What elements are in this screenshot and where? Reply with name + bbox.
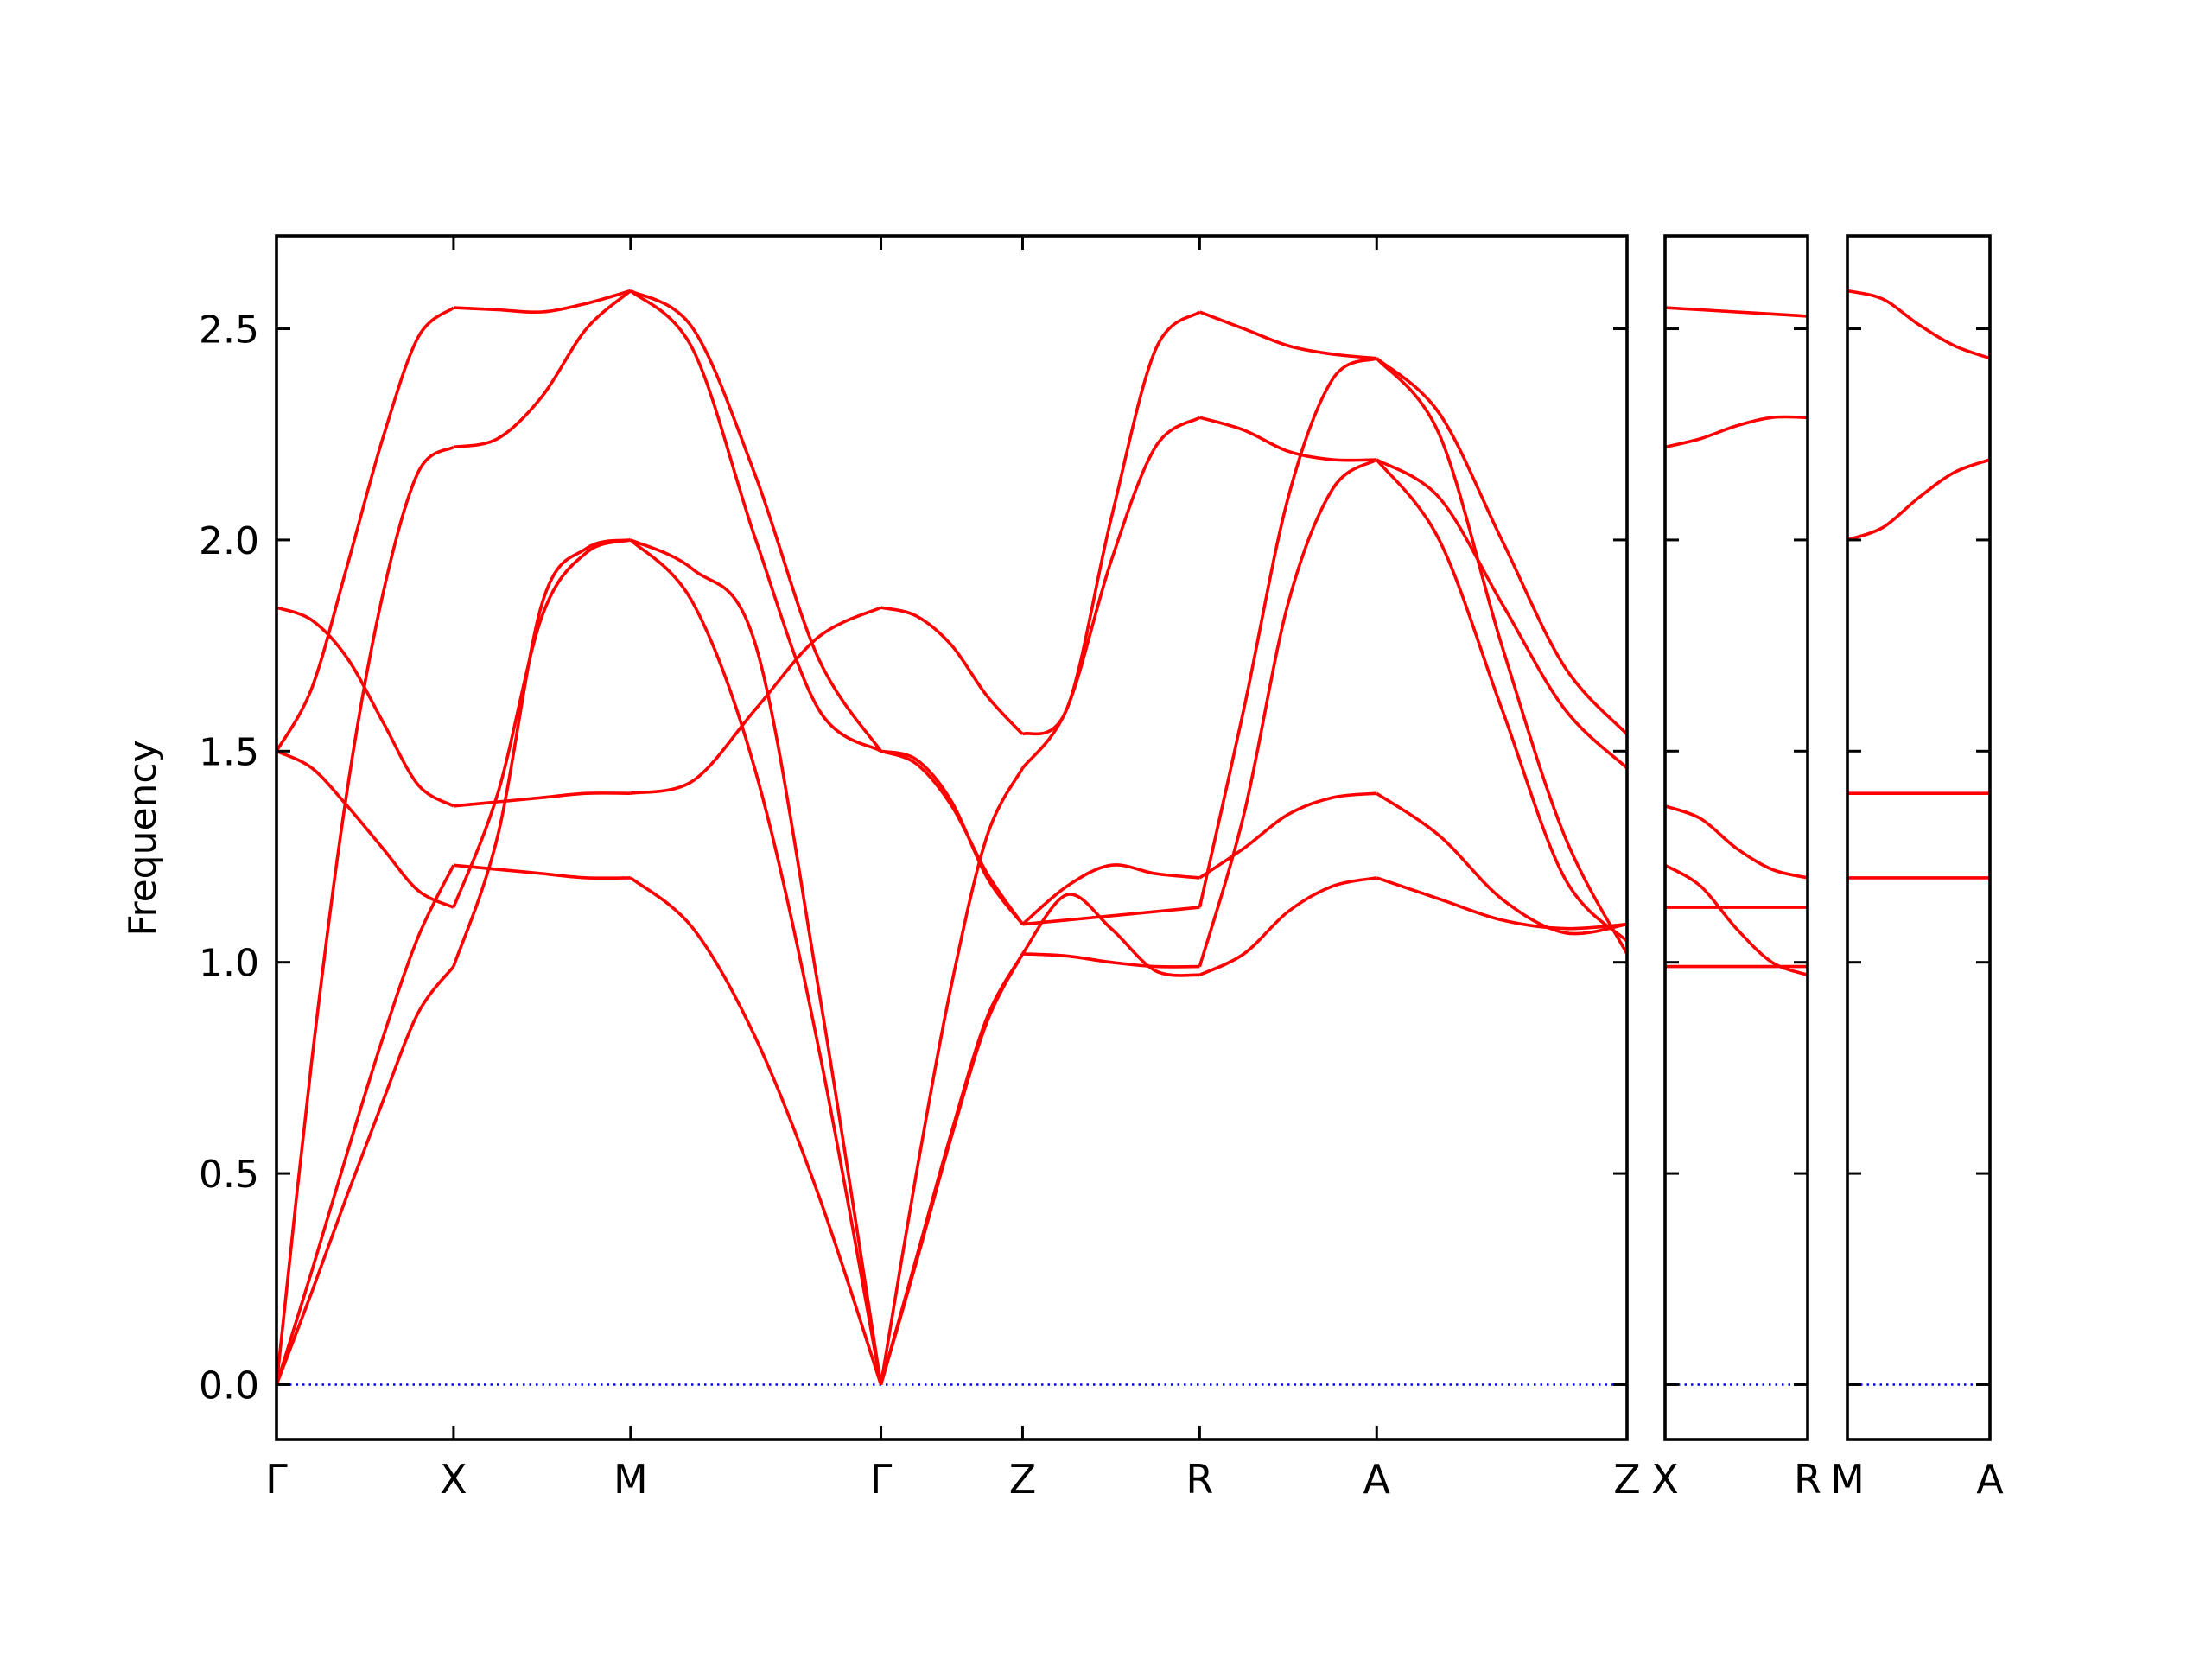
- x-tick-label: Z: [1613, 1456, 1641, 1503]
- y-tick-label: 0.0: [199, 1363, 259, 1408]
- x-tick-label: X: [1651, 1456, 1679, 1503]
- band-4-segment-M-Γ: [629, 538, 883, 1385]
- band-4-segment-X-M: [452, 538, 632, 908]
- x-tick-label: X: [440, 1456, 467, 1503]
- band-1-segment-Γ-Z: [880, 749, 1024, 925]
- band-4-segment-Z-R: [1021, 893, 1200, 977]
- y-tick-label: 0.5: [199, 1153, 259, 1197]
- band-1-segment-X-R: [1664, 415, 1808, 449]
- y-tick-label: 1.5: [199, 730, 259, 774]
- band-0-segment-X-R: [1664, 306, 1808, 318]
- band-5-segment-X-M: [452, 538, 632, 968]
- x-tick-label: Γ: [870, 1456, 893, 1503]
- band-4-segment-Γ-X: [275, 864, 455, 1386]
- band-3-segment-Γ-Z: [879, 767, 1025, 1385]
- band-2-segment-R-A: [1198, 791, 1377, 880]
- band-0-segment-A-Z: [1376, 357, 1629, 736]
- band-2-segment-A-Z: [1376, 458, 1629, 770]
- band-5-segment-R-A: [1198, 876, 1377, 977]
- band-0-segment-X-M: [453, 289, 632, 315]
- band-0-segment-M-Γ: [629, 289, 882, 753]
- x-tick-label: R: [1185, 1456, 1213, 1503]
- panel-0: 0.0 0.5 1.0 1.5 2.0 2.5 Γ X M Γ Z R A Z: [199, 234, 1641, 1503]
- panel-frame: [1663, 234, 1809, 1441]
- band-1-segment-R-A: [1198, 416, 1377, 462]
- band-2-segment-X-R: [1664, 804, 1808, 880]
- band-3-segment-A-Z: [1375, 458, 1629, 943]
- band-1-segment-X-M: [453, 289, 632, 449]
- x-tick-label: Γ: [265, 1456, 288, 1503]
- band-5-segment-Γ-X: [275, 965, 455, 1386]
- x-tick-label: M: [613, 1456, 648, 1503]
- band-1-segment-Z-R: [1021, 416, 1201, 770]
- band-2-segment-Γ-Z: [880, 749, 1024, 925]
- band-1-segment-M-Γ: [629, 289, 882, 753]
- band-3-segment-M-Γ: [630, 538, 883, 1385]
- band-1-segment-Γ-X: [275, 445, 454, 1385]
- band-1-segment-A-Z: [1375, 357, 1629, 955]
- band-2-segment-Γ-X: [276, 606, 454, 808]
- band-5-segment-Γ-Z: [879, 953, 1025, 1386]
- band-3-segment-X-R: [1664, 863, 1808, 977]
- x-tick-label: Z: [1009, 1456, 1037, 1503]
- band-1-segment-M-A: [1847, 458, 1991, 542]
- band-0-segment-M-A: [1847, 289, 1991, 360]
- band-0-segment-R-A: [1198, 310, 1377, 360]
- x-tick-label: M: [1830, 1456, 1865, 1503]
- band-2-segment-X-M: [453, 791, 631, 808]
- y-tick-label: 1.0: [199, 942, 259, 986]
- band-4-segment-A-Z: [1376, 791, 1628, 936]
- band-2-segment-M-Γ: [630, 606, 882, 795]
- x-tick-label: A: [1976, 1456, 2004, 1503]
- band-3-segment-X-M: [453, 863, 631, 880]
- band-4-segment-Γ-Z: [879, 953, 1025, 1385]
- y-tick-label: 2.5: [199, 308, 259, 353]
- panel-frame: [1846, 234, 1992, 1441]
- y-tick-label: 2.0: [199, 519, 259, 563]
- band-5-segment-M-Γ: [629, 876, 883, 1386]
- band-0-segment-Z-R: [1021, 310, 1201, 736]
- band-4-segment-R-A: [1198, 458, 1378, 968]
- y-axis-label: Frequency: [121, 740, 165, 936]
- band-5-segment-Z-R: [1022, 952, 1200, 969]
- band-3-segment-R-A: [1198, 356, 1378, 908]
- x-tick-label: A: [1363, 1456, 1391, 1503]
- band-3-segment-Γ-X: [276, 749, 454, 909]
- band-3-segment-Z-R: [1022, 906, 1200, 926]
- band-0-segment-Γ-Z: [880, 606, 1024, 736]
- band-5-segment-A-Z: [1376, 876, 1628, 931]
- x-tick-label: R: [1794, 1456, 1821, 1503]
- band-2-segment-Z-R: [1021, 863, 1200, 926]
- band-0-segment-Γ-X: [275, 306, 455, 753]
- panel-frame: [275, 234, 1629, 1441]
